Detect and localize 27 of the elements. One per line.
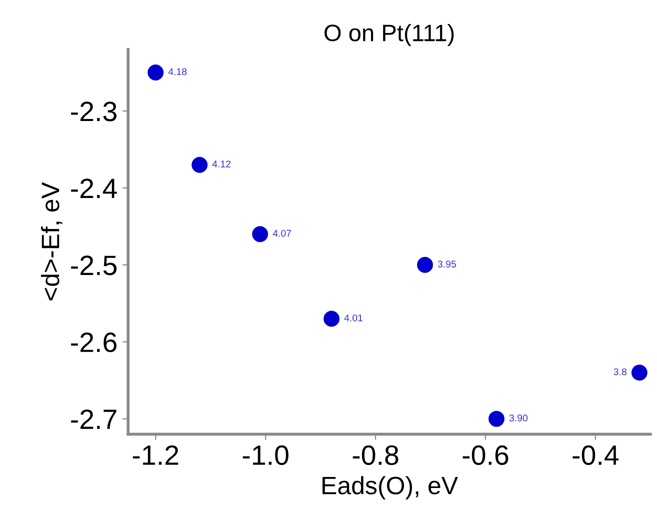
x-tick-label: -0.8 xyxy=(352,445,398,466)
point xyxy=(417,256,433,273)
x-axis-title: Eads(O), eV xyxy=(322,476,458,500)
annotation: 3.90 xyxy=(509,414,528,422)
chart-title: O on Pt(111) xyxy=(324,24,454,46)
x-tick-label: -1.2 xyxy=(132,445,178,465)
point xyxy=(192,156,208,173)
annotation: 4.18 xyxy=(168,68,187,76)
annotation: 4.12 xyxy=(212,160,231,168)
annotation: 4.07 xyxy=(272,230,291,237)
point xyxy=(631,364,648,381)
y-tick-label: -2.7 xyxy=(71,409,116,429)
annotation: 3.95 xyxy=(438,260,456,268)
point xyxy=(324,310,340,327)
point xyxy=(488,410,504,427)
y-tick-label: -2.3 xyxy=(71,102,116,122)
y-tick-label: -2.6 xyxy=(71,332,116,352)
point xyxy=(148,64,164,80)
annotation: 4.01 xyxy=(344,314,362,322)
x-tick-label: -0.4 xyxy=(572,445,619,466)
annotation: 3.8 xyxy=(614,368,627,376)
x-tick-label: -0.6 xyxy=(462,445,508,466)
y-axis-title: <d>-Ef, eV xyxy=(40,182,62,300)
y-tick-label: -2.4 xyxy=(71,178,117,198)
x-tick-label: -1.0 xyxy=(242,445,288,466)
point xyxy=(252,226,268,242)
y-tick-label: -2.5 xyxy=(71,256,117,276)
